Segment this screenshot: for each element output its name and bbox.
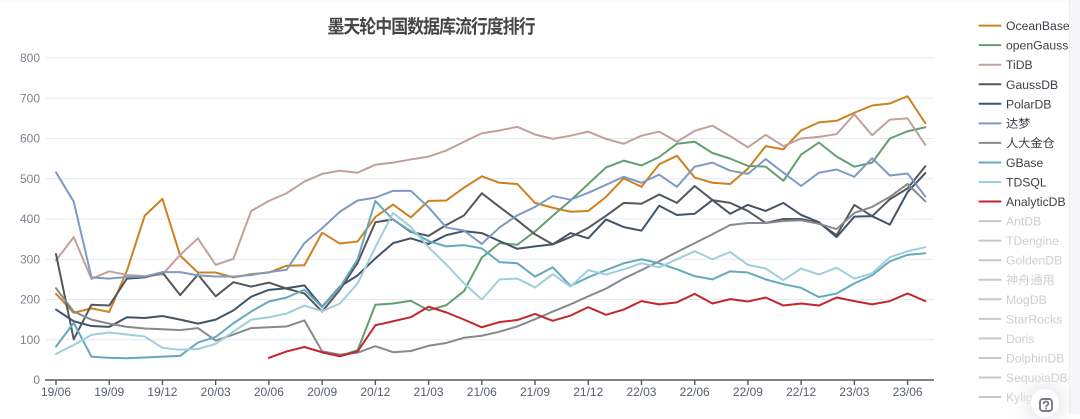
svg-text:500: 500 [20, 172, 40, 186]
svg-text:23/06: 23/06 [893, 385, 923, 399]
svg-text:DolphinDB: DolphinDB [1006, 351, 1064, 365]
svg-text:22/06: 22/06 [680, 385, 710, 399]
svg-text:700: 700 [20, 91, 40, 105]
svg-text:100: 100 [20, 333, 40, 347]
svg-text:TDengine: TDengine [1006, 234, 1059, 248]
svg-text:StarRocks: StarRocks [1006, 312, 1062, 326]
svg-text:300: 300 [20, 252, 40, 266]
svg-text:Doris: Doris [1006, 332, 1034, 346]
svg-text:20/09: 20/09 [307, 385, 337, 399]
svg-text:23/03: 23/03 [839, 385, 869, 399]
svg-text:21/03: 21/03 [414, 385, 444, 399]
svg-text:GoldenDB: GoldenDB [1006, 254, 1062, 268]
svg-text:20/06: 20/06 [254, 385, 284, 399]
svg-text:20/03: 20/03 [201, 385, 231, 399]
svg-text:MogDB: MogDB [1006, 293, 1047, 307]
svg-text:21/09: 21/09 [520, 385, 550, 399]
svg-text:0: 0 [33, 373, 40, 387]
svg-text:600: 600 [20, 132, 40, 146]
svg-text:SequoiaDB: SequoiaDB [1006, 371, 1068, 385]
svg-text:22/03: 22/03 [626, 385, 656, 399]
svg-text:19/06: 19/06 [41, 385, 71, 399]
svg-text:22/12: 22/12 [786, 385, 816, 399]
svg-text:PolarDB: PolarDB [1006, 97, 1051, 111]
svg-text:22/09: 22/09 [733, 385, 763, 399]
svg-text:400: 400 [20, 212, 40, 226]
svg-text:19/12: 19/12 [147, 385, 177, 399]
svg-text:21/06: 21/06 [467, 385, 497, 399]
svg-text:200: 200 [20, 293, 40, 307]
svg-text:19/09: 19/09 [94, 385, 124, 399]
svg-text:openGauss: openGauss [1006, 39, 1068, 53]
svg-text:800: 800 [20, 51, 40, 65]
svg-text:GBase: GBase [1006, 156, 1043, 170]
svg-text:GaussDB: GaussDB [1006, 78, 1058, 92]
svg-text:21/12: 21/12 [573, 385, 603, 399]
svg-text:20/12: 20/12 [360, 385, 390, 399]
svg-text:OceanBase: OceanBase [1006, 19, 1070, 33]
svg-text:TiDB: TiDB [1006, 58, 1033, 72]
svg-text:AntDB: AntDB [1006, 215, 1041, 229]
svg-text:AnalyticDB: AnalyticDB [1006, 195, 1066, 209]
svg-text:TDSQL: TDSQL [1006, 176, 1047, 190]
